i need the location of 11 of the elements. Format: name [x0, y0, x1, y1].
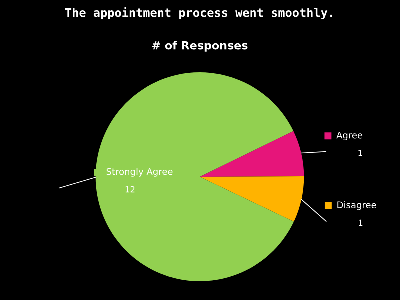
data-label: 1 [359, 220, 363, 226]
data-label: 12 [126, 186, 135, 193]
chart-title: The appointment process went smoothly. [65, 7, 332, 20]
legend-label: Agree [336, 132, 363, 141]
pie-slice [200, 131, 304, 177]
chart-subtitle: # of Responses [152, 41, 248, 52]
legend-label: Strongly Agree [106, 168, 173, 177]
legend-label: Disagree [338, 202, 376, 210]
pie-slice [200, 176, 304, 222]
data-label: 1 [358, 150, 362, 156]
pie-slice [96, 72, 294, 282]
